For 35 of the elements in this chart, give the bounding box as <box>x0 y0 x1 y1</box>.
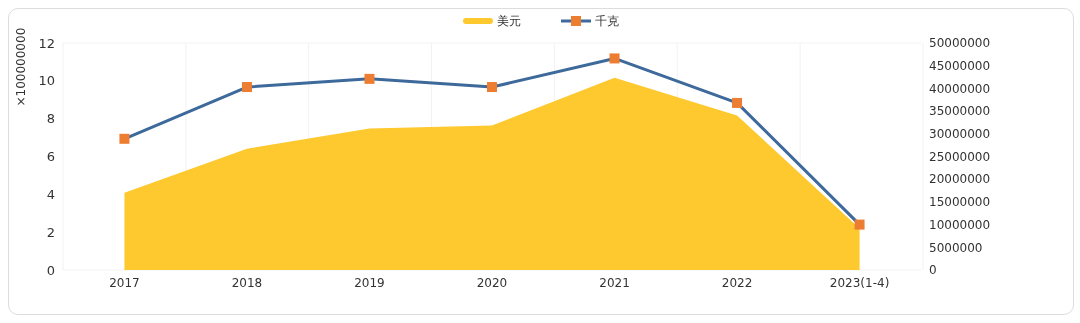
x-tick-label: 2019 <box>354 275 385 290</box>
y-tick-label: 6 <box>46 149 55 165</box>
x-tick-label: 2018 <box>231 275 263 290</box>
y2-tick-label: 20000000 <box>929 172 991 187</box>
y2-tick-label: 35000000 <box>929 104 991 119</box>
legend-label: 美元 <box>497 12 521 30</box>
point <box>732 97 743 108</box>
y2-tick-label: 25000000 <box>929 149 991 164</box>
y-tick-label: 2 <box>46 224 55 240</box>
x-tick-label: 2021 <box>599 275 630 290</box>
y-tick-label: 8 <box>46 111 55 127</box>
y2-tick-label: 15000000 <box>929 195 991 210</box>
y2-tick-label: 30000000 <box>929 127 991 142</box>
point <box>119 133 130 144</box>
y-tick-label: 10 <box>38 73 55 89</box>
point <box>854 219 865 230</box>
point <box>241 82 252 93</box>
x-tick-label: 2017 <box>109 275 140 290</box>
x-tick-label: 2020 <box>476 275 508 290</box>
point <box>364 73 375 84</box>
y2-tick-label: 10000000 <box>929 217 991 232</box>
x-tick-label: 2022 <box>721 275 753 290</box>
y-axis-title: ×100000000 <box>14 27 29 107</box>
y2-tick-label: 0 <box>929 263 937 278</box>
y2-tick-label: 45000000 <box>929 58 991 73</box>
y-tick-label: 12 <box>38 35 55 51</box>
y2-tick-label: 50000000 <box>929 36 991 51</box>
point <box>609 53 620 64</box>
y2-tick-label: 40000000 <box>929 81 991 96</box>
point <box>487 82 497 93</box>
y-tick-label: 4 <box>46 186 55 202</box>
x-tick-label: 2023(1-4) <box>829 275 890 290</box>
legend-label: 千克 <box>595 12 619 30</box>
y2-tick-label: 5000000 <box>929 240 983 255</box>
y-tick-label: 0 <box>46 262 55 278</box>
